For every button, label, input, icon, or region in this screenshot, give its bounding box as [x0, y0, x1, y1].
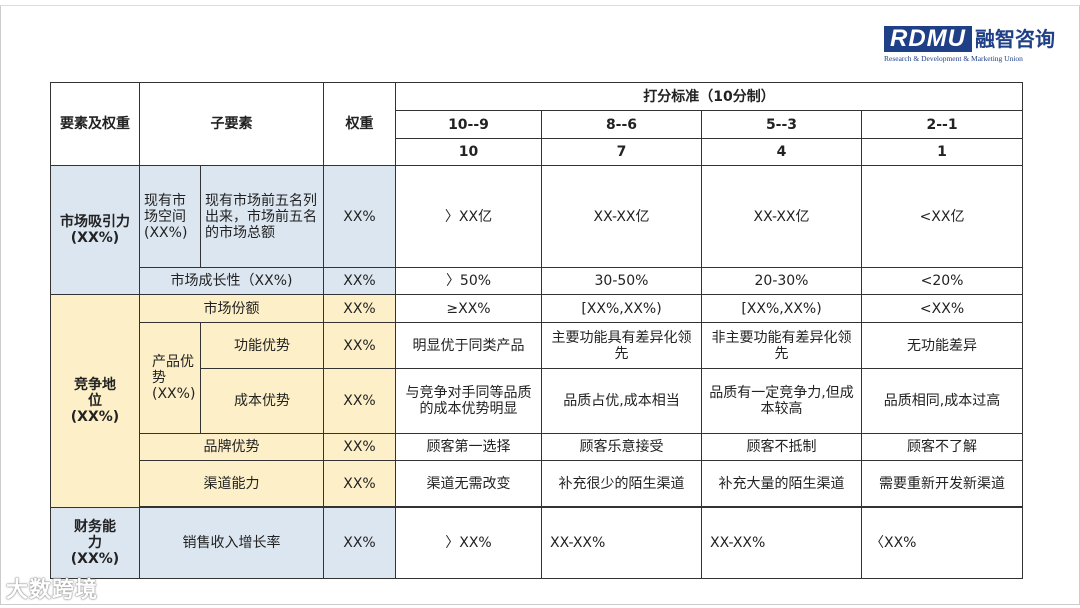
sub-factor-description: 现有市场前五名列出来，市场前五名的市场总额	[200, 165, 324, 268]
weight-cell: XX%	[323, 460, 396, 507]
score-cell: 品质占优,成本相当	[541, 368, 702, 434]
score-cell: 20-30%	[701, 267, 862, 295]
sub-factor-cost: 成本优势	[200, 368, 324, 434]
sub-factor-sales: 销售收入增长率	[139, 507, 324, 579]
score-cell: 〉XX%	[395, 507, 542, 579]
score-cell: XX-XX%	[701, 507, 862, 579]
weight-cell: XX%	[323, 507, 396, 579]
rdmu-logo: RDMU 融智咨询 Research & Development & Market…	[884, 26, 1064, 63]
score-cell: 顾客乐意接受	[541, 433, 702, 461]
table-row: 市场吸引力(XX%) 现有市场空间(XX%) 现有市场前五名列出来，市场前五名的…	[50, 165, 1024, 295]
sub-factor-product: 产品优势(XX%)	[139, 322, 201, 434]
weight-cell: XX%	[323, 433, 396, 461]
header-range: 8--6	[541, 110, 702, 139]
score-cell: 30-50%	[541, 267, 702, 295]
header-score: 7	[541, 138, 702, 166]
factor-finance: 财务能力(XX%)	[50, 507, 140, 579]
watermark: 大数跨境	[6, 578, 99, 603]
score-cell: 需要重新开发新渠道	[860, 460, 1024, 507]
score-cell: 与竞争对手同等品质的成本优势明显	[395, 368, 542, 434]
table-row: 产品优势(XX%) 功能优势 XX% 明显优于同类产品 主要功能具有差异化领先 …	[51, 322, 1024, 434]
weight-cell: XX%	[323, 267, 396, 295]
score-cell: 非主要功能有差异化领先	[701, 322, 862, 369]
score-cell: 顾客第一选择	[395, 433, 542, 461]
score-cell: ≥XX%	[395, 294, 542, 323]
score-cell: <20%	[860, 267, 1024, 295]
score-cell: 品质有一定竞争力,但成本较高	[701, 368, 862, 434]
score-cell: XX-XX亿	[701, 165, 862, 268]
header-range: 2--1	[860, 110, 1024, 139]
score-cell: 补充很少的陌生渠道	[541, 460, 702, 507]
table-row: 市场成长性（XX%) XX% 〉50% 30-50% 20-30% <20%	[51, 267, 1024, 295]
score-cell: <XX%	[860, 294, 1024, 323]
header-scoring: 打分标准（10分制）	[394, 82, 1024, 111]
score-cell: 〈XX%	[860, 507, 1024, 579]
sub-factor-brand: 品牌优势	[139, 433, 324, 461]
score-cell: 明显优于同类产品	[395, 322, 542, 369]
weight-cell: XX%	[323, 322, 396, 369]
logo-brand: RDMU	[884, 26, 972, 52]
table-row: 渠道能力 XX% 渠道无需改变 补充很少的陌生渠道 补充大量的陌生渠道 需要重新…	[51, 460, 1024, 507]
header-score: 1	[860, 138, 1024, 166]
table-row: 品牌优势 XX% 顾客第一选择 顾客乐意接受 顾客不抵制 顾客不了解	[51, 433, 1024, 461]
header-score: 4	[701, 138, 862, 166]
scoring-table: 要素及权重 子要素 权重 打分标准（10分制） 10--9 8--6 5--3 …	[50, 82, 1024, 579]
score-cell: 〉50%	[395, 267, 542, 295]
factor-market: 市场吸引力(XX%)	[50, 165, 140, 295]
score-cell: XX-XX亿	[541, 165, 702, 268]
header-weight: 权重	[323, 82, 396, 166]
logo-subtitle: Research & Development & Marketing Union	[884, 54, 1023, 63]
score-cell: [XX%,XX%)	[541, 294, 702, 323]
table-row: 竞争地位(XX%) 市场份额 XX% ≥XX% [XX%,XX%) [XX%,X…	[50, 294, 1024, 508]
sub-factor-function: 功能优势	[200, 322, 324, 369]
logo-chinese: 融智咨询	[975, 27, 1055, 51]
score-cell: 渠道无需改变	[395, 460, 542, 507]
score-cell: 顾客不抵制	[701, 433, 862, 461]
score-cell: [XX%,XX%)	[701, 294, 862, 323]
table-row: 财务能力(XX%) 销售收入增长率 XX% 〉XX% XX-XX% XX-XX%…	[50, 507, 1024, 579]
table-row: 成本优势 XX% 与竞争对手同等品质的成本优势明显 品质占优,成本相当 品质有一…	[51, 368, 1024, 434]
score-cell: 无功能差异	[860, 322, 1024, 369]
sub-factor-market-space: 现有市场空间(XX%)	[139, 165, 201, 268]
sub-factor-share: 市场份额	[139, 294, 324, 323]
weight-cell: XX%	[323, 165, 396, 268]
header-sub-factor: 子要素	[139, 82, 324, 166]
header-range: 10--9	[395, 110, 542, 139]
factor-competition: 竞争地位(XX%)	[50, 294, 140, 508]
score-cell: 主要功能具有差异化领先	[541, 322, 702, 369]
sub-factor-growth: 市场成长性（XX%)	[139, 267, 324, 295]
weight-cell: XX%	[323, 368, 396, 434]
score-cell: 补充大量的陌生渠道	[701, 460, 862, 507]
weight-cell: XX%	[323, 294, 396, 323]
score-cell: XX-XX%	[541, 507, 702, 579]
header-range: 5--3	[701, 110, 862, 139]
score-cell: 〉XX亿	[395, 165, 542, 268]
sub-factor-channel: 渠道能力	[139, 460, 324, 507]
score-cell: 品质相同,成本过高	[860, 368, 1024, 434]
score-cell: 顾客不了解	[860, 433, 1024, 461]
header-factor: 要素及权重	[50, 82, 140, 166]
header-score: 10	[395, 138, 542, 166]
score-cell: <XX亿	[860, 165, 1024, 268]
